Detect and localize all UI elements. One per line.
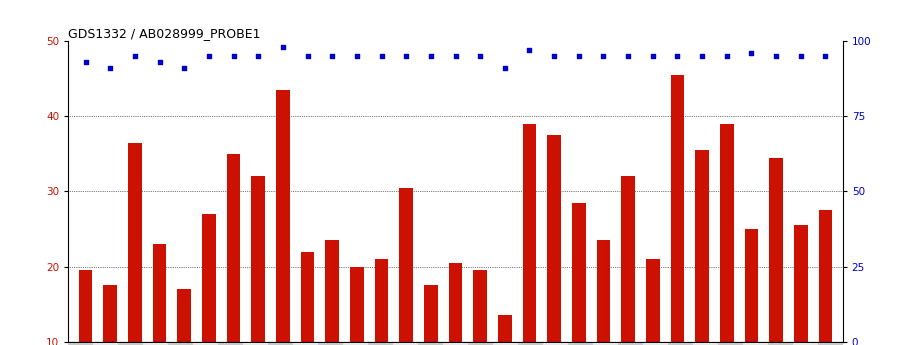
Point bbox=[448, 53, 463, 59]
Point bbox=[128, 53, 142, 59]
Bar bbox=[597, 240, 610, 345]
Bar bbox=[325, 240, 339, 345]
Point bbox=[301, 53, 315, 59]
Point bbox=[374, 53, 389, 59]
Bar bbox=[227, 154, 241, 345]
Bar bbox=[621, 176, 635, 345]
Bar bbox=[572, 203, 586, 345]
Point bbox=[152, 60, 167, 65]
Bar bbox=[399, 188, 413, 345]
Point bbox=[350, 53, 364, 59]
Bar bbox=[670, 75, 684, 345]
Point bbox=[251, 53, 265, 59]
Bar bbox=[695, 150, 709, 345]
Bar bbox=[548, 135, 561, 345]
Bar bbox=[744, 229, 758, 345]
Point bbox=[793, 53, 808, 59]
Point bbox=[325, 53, 340, 59]
Point bbox=[226, 53, 241, 59]
Bar bbox=[794, 225, 807, 345]
Point bbox=[720, 53, 734, 59]
Bar bbox=[301, 252, 314, 345]
Bar bbox=[153, 244, 167, 345]
Bar bbox=[720, 124, 733, 345]
Bar bbox=[104, 285, 117, 345]
Point bbox=[103, 66, 118, 71]
Point bbox=[769, 53, 783, 59]
Bar bbox=[498, 315, 512, 345]
Bar bbox=[769, 158, 783, 345]
Bar bbox=[523, 124, 537, 345]
Point bbox=[399, 53, 414, 59]
Bar bbox=[202, 214, 216, 345]
Bar bbox=[424, 285, 437, 345]
Point bbox=[596, 53, 610, 59]
Point bbox=[177, 66, 191, 71]
Point bbox=[571, 53, 586, 59]
Point bbox=[424, 53, 438, 59]
Point bbox=[646, 53, 660, 59]
Text: GDS1332 / AB028999_PROBE1: GDS1332 / AB028999_PROBE1 bbox=[68, 27, 261, 40]
Bar bbox=[819, 210, 832, 345]
Bar bbox=[646, 259, 660, 345]
Bar bbox=[178, 289, 191, 345]
Bar bbox=[128, 143, 142, 345]
Point bbox=[522, 48, 537, 53]
Point bbox=[818, 53, 833, 59]
Point bbox=[547, 53, 561, 59]
Bar bbox=[251, 176, 265, 345]
Point bbox=[78, 60, 93, 65]
Point bbox=[497, 66, 512, 71]
Bar bbox=[474, 270, 487, 345]
Point bbox=[670, 53, 685, 59]
Point bbox=[744, 51, 759, 56]
Point bbox=[201, 53, 216, 59]
Bar bbox=[276, 90, 290, 345]
Point bbox=[695, 53, 710, 59]
Point bbox=[276, 45, 291, 50]
Bar bbox=[79, 270, 92, 345]
Bar bbox=[350, 266, 363, 345]
Bar bbox=[449, 263, 462, 345]
Point bbox=[473, 53, 487, 59]
Bar bbox=[374, 259, 388, 345]
Point bbox=[620, 53, 635, 59]
